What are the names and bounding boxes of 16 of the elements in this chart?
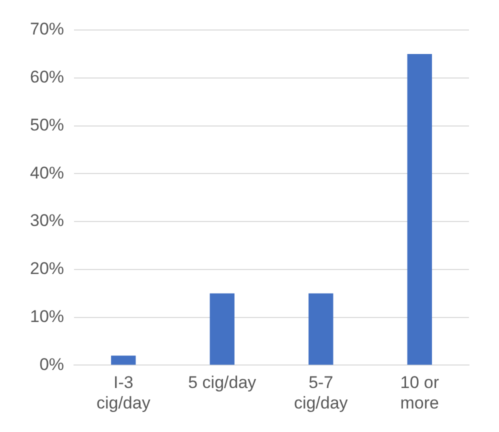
bar bbox=[308, 293, 334, 365]
x-tick-label: I-3 cig/day bbox=[96, 373, 151, 412]
y-tick-label: 50% bbox=[30, 115, 64, 134]
y-tick-label: 60% bbox=[30, 68, 64, 87]
y-tick-label: 70% bbox=[30, 20, 64, 39]
x-tick-label: 10 or more bbox=[400, 373, 440, 412]
x-tick-label: 5 cig/day bbox=[188, 373, 257, 392]
bar bbox=[407, 54, 432, 365]
y-tick-label: 10% bbox=[30, 307, 64, 326]
y-tick-label: 20% bbox=[30, 259, 64, 278]
bar bbox=[111, 356, 136, 365]
bar bbox=[210, 293, 234, 365]
y-tick-label: 40% bbox=[30, 163, 64, 182]
y-tick-label: 30% bbox=[30, 211, 64, 230]
y-tick-label: 0% bbox=[39, 354, 64, 374]
x-tick-label: 5-7 cig/day bbox=[294, 373, 348, 412]
